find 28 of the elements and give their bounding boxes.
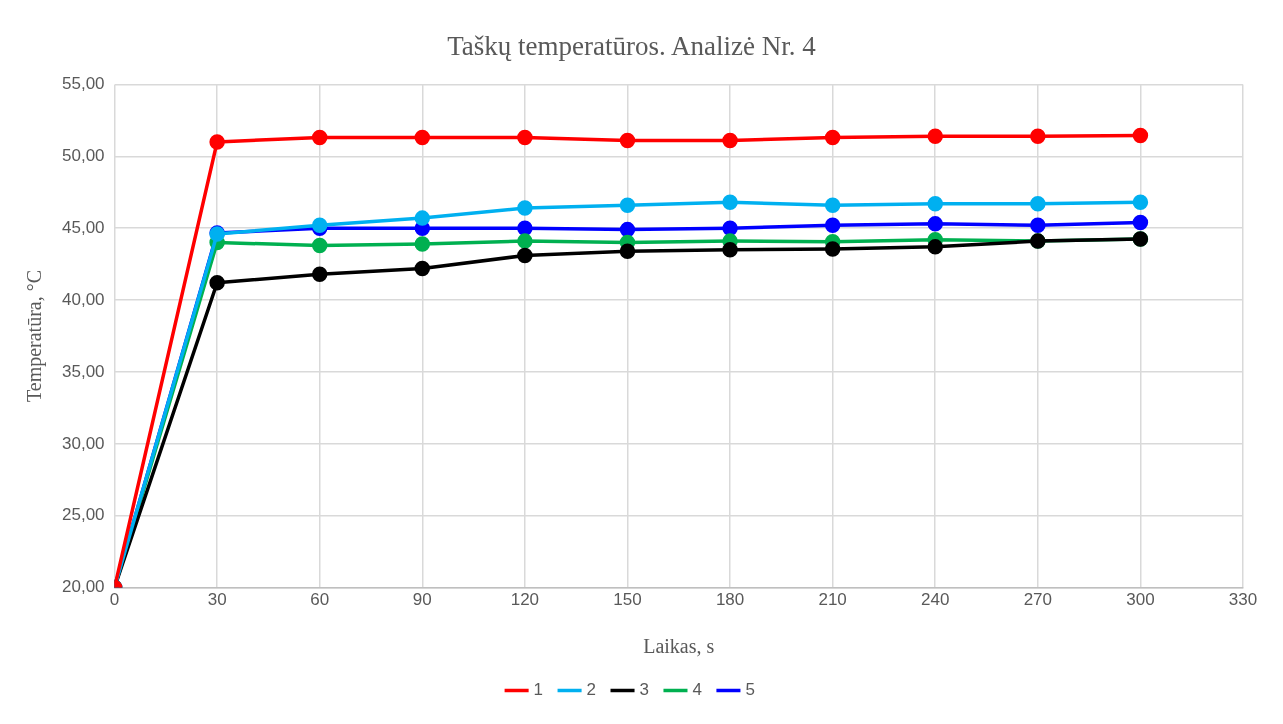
x-axis-title: Laikas, s: [643, 635, 715, 658]
legend-label: 2: [586, 680, 597, 700]
x-tick-label: 30: [207, 590, 227, 610]
y-tick-label: 50,00: [61, 145, 105, 165]
x-tick-label: 90: [412, 590, 432, 610]
x-tick-label: 210: [818, 590, 847, 610]
legend-label: 4: [692, 680, 702, 700]
x-tick-label: 270: [1023, 590, 1053, 610]
chart-title: Taškų temperatūros. Analizė Nr. 4: [447, 31, 817, 62]
x-tick-label: 300: [1126, 590, 1155, 610]
legend-label: 5: [745, 680, 755, 700]
y-tick-label: 20,00: [61, 577, 105, 597]
x-tick-label: 120: [510, 590, 540, 610]
y-tick-label: 35,00: [61, 361, 105, 381]
legend-label: 1: [533, 680, 544, 700]
y-tick-label: 55,00: [61, 74, 105, 94]
x-tick-label: 240: [921, 590, 950, 610]
y-tick-label: 25,00: [61, 505, 105, 525]
x-tick-label: 330: [1228, 590, 1258, 610]
x-tick-label: 60: [310, 590, 330, 610]
x-tick-label: 0: [109, 590, 120, 610]
y-tick-label: 30,00: [61, 433, 105, 453]
y-tick-label: 40,00: [61, 289, 105, 309]
y-tick-label: 45,00: [61, 217, 105, 237]
y-axis-title: Temperatūra, °C: [23, 269, 47, 403]
legend-label: 3: [639, 680, 649, 700]
x-tick-label: 180: [715, 590, 745, 610]
x-tick-label: 150: [613, 590, 642, 610]
